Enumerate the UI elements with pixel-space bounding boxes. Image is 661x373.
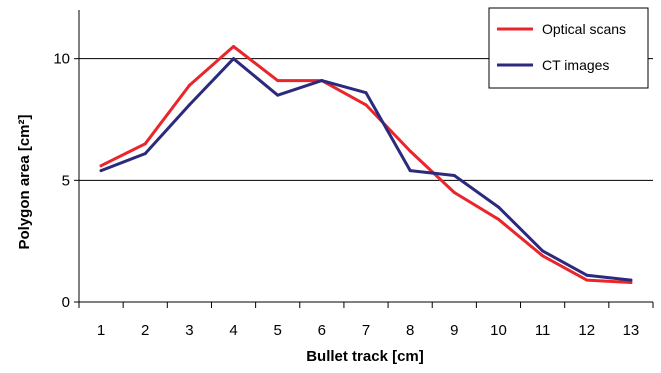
x-tick-label: 13 xyxy=(623,322,640,339)
y-tick-label: 5 xyxy=(62,172,70,189)
legend-label-optical-scans: Optical scans xyxy=(542,21,626,37)
x-tick-label: 9 xyxy=(450,322,458,339)
data-point-optical-scans xyxy=(99,164,103,168)
data-point-ct-images xyxy=(408,169,412,173)
data-point-ct-images xyxy=(585,273,589,277)
x-tick-label: 1 xyxy=(97,322,105,339)
data-point-optical-scans xyxy=(585,278,589,282)
x-tick-label: 11 xyxy=(535,322,551,339)
x-tick-label: 3 xyxy=(185,322,193,339)
x-tick-label: 4 xyxy=(229,322,237,339)
x-axis-title: Bullet track [cm] xyxy=(306,348,424,365)
data-point-ct-images xyxy=(629,278,633,282)
legend: Optical scans CT images xyxy=(488,7,649,89)
y-tick-label: 0 xyxy=(62,294,70,311)
x-tick-label: 8 xyxy=(406,322,414,339)
data-point-optical-scans xyxy=(276,79,280,83)
data-point-ct-images xyxy=(364,91,368,95)
data-point-ct-images xyxy=(452,173,456,177)
legend-label-ct-images: CT images xyxy=(542,57,609,73)
legend-box xyxy=(488,7,649,89)
x-tick-label: 5 xyxy=(274,322,282,339)
data-point-optical-scans xyxy=(408,149,412,153)
data-point-optical-scans xyxy=(232,45,236,48)
x-tick-label: 7 xyxy=(362,322,370,339)
data-point-optical-scans xyxy=(452,191,456,194)
y-tick-label: 10 xyxy=(53,51,70,68)
x-tick-label: 12 xyxy=(578,322,595,339)
x-tick-label: 2 xyxy=(141,322,149,339)
axes xyxy=(74,10,654,308)
data-point-ct-images xyxy=(320,79,324,83)
data-point-ct-images xyxy=(187,103,191,107)
data-point-ct-images xyxy=(276,93,280,97)
x-tick-label: 10 xyxy=(490,322,507,339)
data-point-optical-scans xyxy=(187,83,191,87)
data-point-ct-images xyxy=(232,57,236,61)
data-point-optical-scans xyxy=(629,281,633,285)
data-point-ct-images xyxy=(541,249,545,253)
y-axis-title: Polygon area [cm²] xyxy=(16,114,33,249)
data-point-optical-scans xyxy=(143,142,147,146)
data-point-ct-images xyxy=(99,169,103,173)
data-point-optical-scans xyxy=(364,103,368,107)
data-point-ct-images xyxy=(143,152,147,156)
data-point-optical-scans xyxy=(541,254,545,258)
data-series xyxy=(99,45,633,285)
x-tick-label: 6 xyxy=(318,322,326,339)
data-point-optical-scans xyxy=(496,217,500,221)
data-point-ct-images xyxy=(496,205,500,209)
